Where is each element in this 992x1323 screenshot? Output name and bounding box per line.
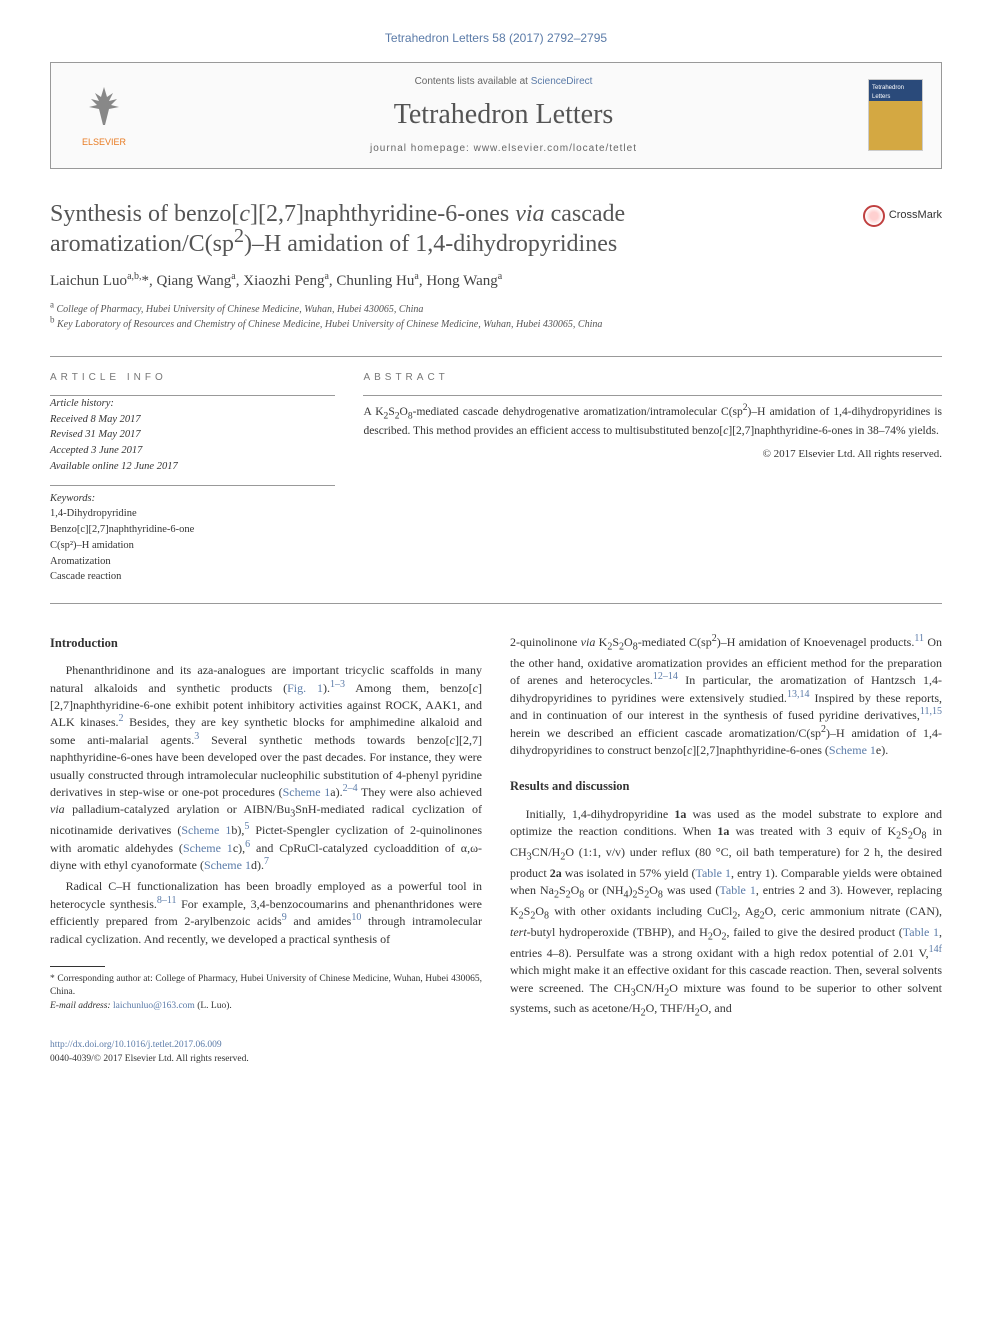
footnote-separator — [50, 966, 105, 967]
corresponding-email-link[interactable]: laichunluo@163.com — [113, 1001, 195, 1011]
article-title: Synthesis of benzo[c][2,7]naphthyridine-… — [50, 199, 843, 259]
crossmark-icon — [863, 205, 885, 227]
abstract-heading: ABSTRACT — [363, 371, 942, 385]
keywords-heading: Keywords: — [50, 492, 335, 507]
elsevier-tree-icon — [69, 83, 139, 136]
crossmark-badge[interactable]: CrossMark — [863, 205, 942, 227]
history-online: Available online 12 June 2017 — [50, 459, 335, 475]
journal-header-box: ELSEVIER Contents lists available at Sci… — [50, 62, 942, 169]
keyword: 1,4-Dihydropyridine — [50, 506, 335, 522]
contents-available-line: Contents lists available at ScienceDirec… — [139, 75, 868, 89]
introduction-heading: Introduction — [50, 634, 482, 652]
history-heading: Article history: — [50, 396, 335, 412]
keyword: Aromatization — [50, 554, 335, 570]
title-row: Synthesis of benzo[c][2,7]naphthyridine-… — [50, 199, 942, 259]
affiliations: a College of Pharmacy, Hubei University … — [50, 302, 942, 332]
keywords-list: 1,4-Dihydropyridine Benzo[c][2,7]naphthy… — [50, 506, 335, 585]
journal-reference: Tetrahedron Letters 58 (2017) 2792–2795 — [50, 30, 942, 47]
results-heading: Results and discussion — [510, 777, 942, 795]
abstract-text: A K2S2O8-mediated cascade dehydrogenativ… — [363, 404, 942, 439]
email-line: E-mail address: laichunluo@163.com (L. L… — [50, 1000, 482, 1013]
rule-bottom — [50, 603, 942, 604]
history-accepted: Accepted 3 June 2017 — [50, 443, 335, 459]
intro-paragraph-1: Phenanthridinone and its aza-analogues a… — [50, 662, 482, 874]
info-abstract-row: ARTICLE INFO Article history: Received 8… — [50, 357, 942, 603]
intro-paragraph-2: Radical C–H functionalization has been b… — [50, 878, 482, 948]
elsevier-label: ELSEVIER — [69, 136, 139, 149]
footnotes: * Corresponding author at: College of Ph… — [50, 973, 482, 1013]
body-columns: Introduction Phenanthridinone and its az… — [50, 634, 942, 1021]
affiliation-b: b Key Laboratory of Resources and Chemis… — [50, 317, 942, 332]
article-info-column: ARTICLE INFO Article history: Received 8… — [50, 371, 335, 585]
crossmark-label: CrossMark — [889, 208, 942, 223]
col2-continuation-paragraph: 2-quinolinone via K2S2O8-mediated C(sp2)… — [510, 634, 942, 759]
article-info-heading: ARTICLE INFO — [50, 371, 335, 385]
intro-block: Introduction Phenanthridinone and its az… — [50, 634, 482, 1013]
keyword: C(sp²)–H amidation — [50, 538, 335, 554]
keyword: Cascade reaction — [50, 569, 335, 585]
elsevier-logo: ELSEVIER — [69, 83, 139, 149]
corresponding-author-note: * Corresponding author at: College of Ph… — [50, 973, 482, 1000]
header-center: Contents lists available at ScienceDirec… — [139, 75, 868, 156]
journal-homepage-line: journal homepage: www.elsevier.com/locat… — [139, 142, 868, 156]
body-section: Introduction Phenanthridinone and its az… — [50, 634, 942, 1021]
history-received: Received 8 May 2017 — [50, 412, 335, 428]
sciencedirect-link[interactable]: ScienceDirect — [531, 76, 593, 87]
doi-link[interactable]: http://dx.doi.org/10.1016/j.tetlet.2017.… — [50, 1040, 222, 1050]
keyword: Benzo[c][2,7]naphthyridine-6-one — [50, 522, 335, 538]
results-paragraph-1: Initially, 1,4-dihydropyridine 1a was us… — [510, 806, 942, 1022]
journal-cover-thumbnail — [868, 79, 923, 151]
abstract-copyright: © 2017 Elsevier Ltd. All rights reserved… — [363, 447, 942, 462]
article-history: Article history: Received 8 May 2017 Rev… — [50, 396, 335, 475]
abstract-column: ABSTRACT A K2S2O8-mediated cascade dehyd… — [363, 371, 942, 585]
rule-keywords — [50, 485, 335, 486]
page-container: Tetrahedron Letters 58 (2017) 2792–2795 … — [0, 0, 992, 1106]
rule-abstract — [363, 395, 942, 396]
authors-line: Laichun Luoa,b,*, Qiang Wanga, Xiaozhi P… — [50, 271, 942, 292]
keywords-block: Keywords: 1,4-Dihydropyridine Benzo[c][2… — [50, 492, 335, 585]
page-footer: http://dx.doi.org/10.1016/j.tetlet.2017.… — [50, 1039, 942, 1066]
affiliation-a: a College of Pharmacy, Hubei University … — [50, 302, 942, 317]
history-revised: Revised 31 May 2017 — [50, 427, 335, 443]
journal-name: Tetrahedron Letters — [139, 95, 868, 134]
journal-homepage-url: www.elsevier.com/locate/tetlet — [474, 143, 637, 154]
issn-copyright-line: 0040-4039/© 2017 Elsevier Ltd. All right… — [50, 1053, 942, 1066]
